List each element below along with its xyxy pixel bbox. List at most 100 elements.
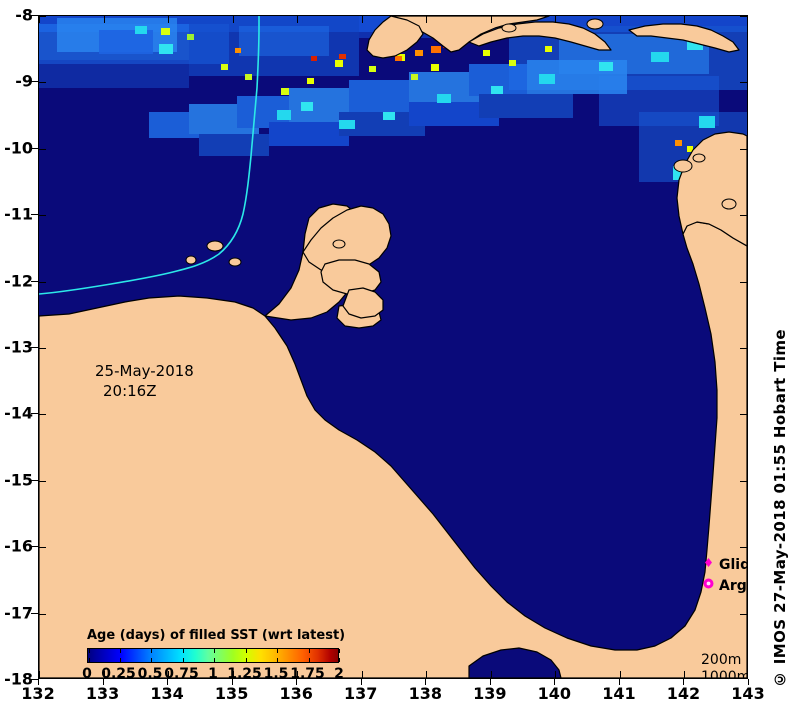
platform-legend: Glider Argo: [697, 554, 747, 596]
colorbar-tick: [89, 649, 90, 653]
y-tick: [31, 679, 38, 680]
x-tick: [554, 679, 556, 685]
colorbar-tick: [277, 649, 278, 653]
y-tick-label: -15: [4, 470, 62, 489]
small-islands: [185, 18, 737, 267]
x-tick-label: 138: [408, 684, 442, 703]
x-tick: [618, 679, 620, 685]
colorbar-gradient[interactable]: [87, 648, 340, 663]
y-tick-right: [740, 16, 747, 17]
y-tick-label-text: -18: [4, 669, 33, 689]
y-tick-left: [39, 281, 46, 283]
map-plot-area[interactable]: 25-May-2018 20:16Z Glider Argo 200m: [38, 15, 748, 679]
y-tick-left: [39, 148, 46, 150]
colorbar-tick-label: 1.5: [263, 666, 289, 679]
timestamp-time: 20:16Z: [103, 382, 157, 400]
australia-mainland: [39, 221, 747, 678]
timestamp-annotation: 25-May-2018 20:16Z: [95, 361, 194, 401]
colorbar-tick: [214, 658, 215, 662]
x-tick-label: 139: [473, 684, 507, 703]
y-tick-left: [39, 480, 46, 482]
x-tick-top: [39, 16, 40, 23]
circle-marker-icon: [697, 577, 719, 594]
x-tick-bottom: [103, 671, 105, 678]
y-tick-label: -18: [4, 670, 62, 689]
colorbar-tick-label: 1.25: [227, 666, 262, 679]
x-tick-label: 135: [214, 684, 249, 703]
x-tick-bottom: [168, 671, 170, 678]
x-tick-label: 141: [602, 684, 636, 703]
x-tick: [748, 679, 749, 685]
colorbar-tick-label: 0.5: [137, 666, 163, 679]
y-tick-label: -12: [4, 271, 62, 290]
y-tick-left: [39, 82, 46, 84]
x-tick-top: [619, 16, 621, 23]
colorbar-tick: [245, 658, 247, 662]
colorbar-tick: [245, 649, 247, 653]
y-tick: [31, 612, 38, 614]
diamond-marker-icon: [697, 556, 719, 573]
y-tick-right: [740, 547, 747, 549]
x-tick-label: 143: [731, 684, 765, 703]
x-tick-top: [168, 16, 170, 23]
x-tick-top: [361, 16, 363, 23]
x-tick: [38, 679, 39, 685]
y-tick-left: [39, 215, 46, 217]
y-tick-left: [39, 613, 46, 615]
png-east: [628, 23, 740, 53]
y-tick-label: -8: [15, 6, 51, 25]
y-tick-label: -14: [4, 404, 62, 423]
y-tick-right: [740, 414, 747, 416]
x-tick: [425, 679, 427, 685]
colorbar-tick-label: 0: [82, 666, 92, 679]
gulf-inlet: [468, 647, 562, 678]
y-tick-right: [740, 82, 747, 84]
x-tick-top: [426, 16, 428, 23]
colorbar-tick: [339, 649, 340, 653]
y-tick: [31, 81, 38, 83]
y-tick-left: [39, 414, 46, 416]
colorbar-tick: [151, 649, 152, 653]
island-group-a: [320, 259, 382, 295]
bathymetry-legend: 200m 1000m: [701, 652, 748, 679]
bathy-label-200m: 200m: [701, 652, 742, 668]
x-tick-bottom: [684, 671, 686, 678]
x-tick-bottom: [39, 671, 40, 678]
colorbar-tick: [89, 658, 90, 662]
y-tick-left: [39, 348, 46, 349]
colorbar-tick-label: 0.75: [164, 666, 199, 679]
y-tick: [31, 280, 38, 282]
colorbar-tick: [308, 649, 310, 653]
y-tick-label-text: -12: [4, 271, 33, 291]
ne-arnhem: [342, 287, 384, 319]
indonesia-west: [366, 16, 424, 59]
colorbar-tick-label: 0.25: [101, 666, 136, 679]
y-tick-label-text: -16: [4, 536, 33, 556]
y-tick-label: -16: [4, 537, 62, 556]
colorbar-tick: [119, 658, 121, 662]
x-tick-bottom: [232, 671, 234, 678]
y-tick-label-text: -13: [4, 337, 33, 357]
y-tick-label: -9: [15, 72, 51, 91]
y-tick-right: [740, 215, 747, 217]
y-tick-label: -17: [4, 603, 62, 622]
x-tick-label: 137: [344, 684, 378, 703]
x-tick-label: 136: [279, 684, 313, 703]
y-tick: [31, 147, 38, 149]
x-tick-top: [684, 16, 686, 23]
colorbar-tick-label: 1: [208, 666, 218, 679]
x-tick-bottom: [361, 671, 363, 678]
y-tick: [31, 479, 38, 481]
x-tick-bottom: [555, 671, 557, 678]
legend-label-glider: Glider: [719, 556, 747, 573]
y-tick-left: [39, 16, 46, 17]
map-raster: [39, 16, 747, 678]
y-tick-label-text: -9: [15, 71, 33, 91]
land-masses: [39, 16, 747, 678]
x-tick: [231, 679, 233, 685]
legend-item-glider: Glider: [697, 554, 747, 575]
y-tick-label: -11: [4, 205, 62, 224]
bathy-label-1000m: 1000m: [701, 669, 748, 679]
